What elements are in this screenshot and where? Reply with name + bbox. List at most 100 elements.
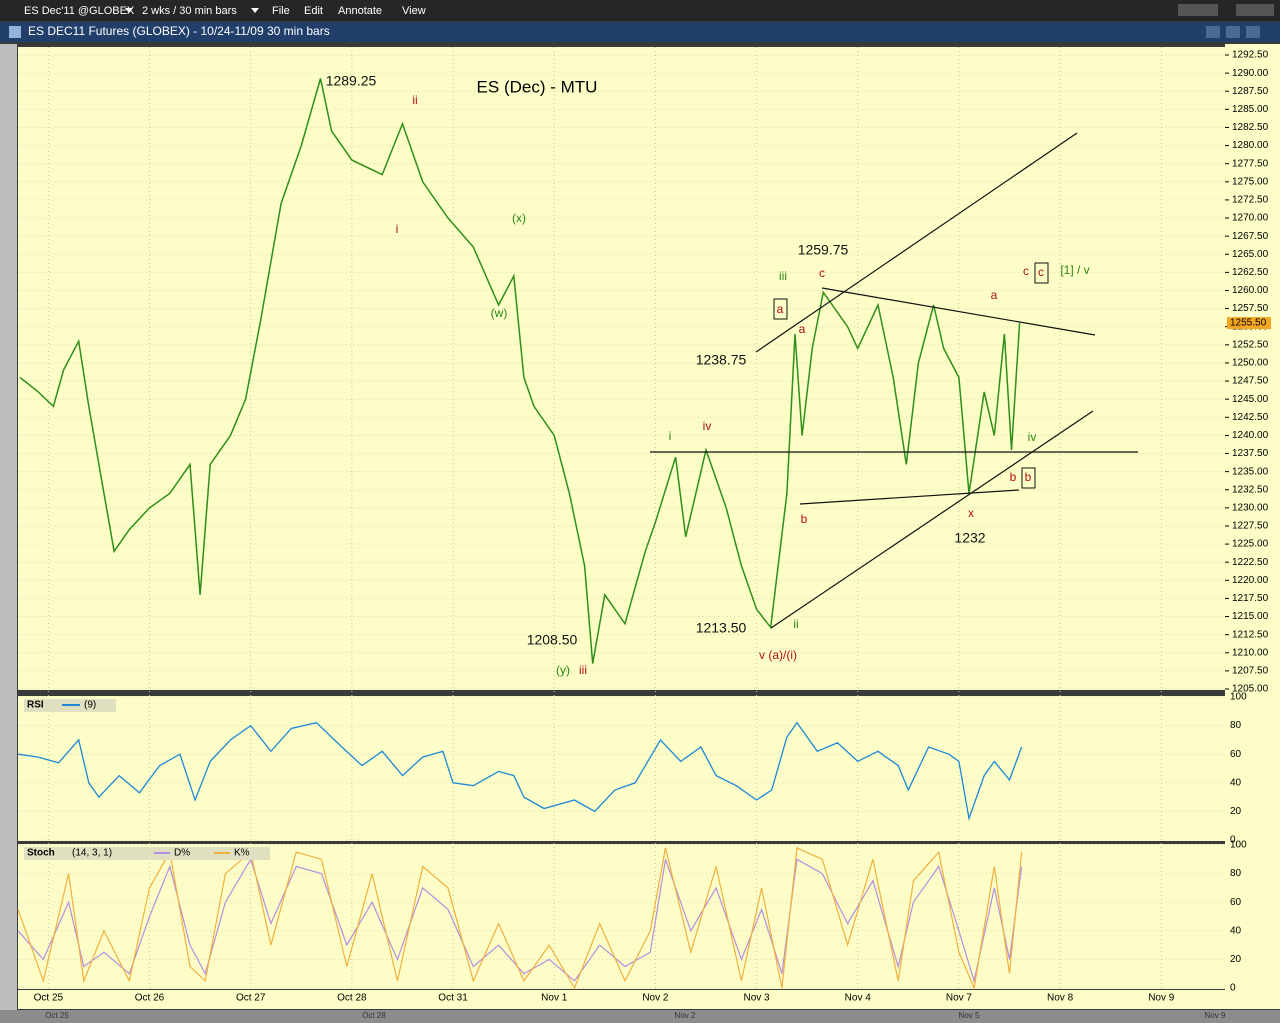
rsi-tick-label: 80 xyxy=(1230,720,1242,731)
left-gutter xyxy=(0,44,17,1010)
x-tick-label: Oct 27 xyxy=(236,993,266,1004)
x-tick-label: Nov 8 xyxy=(1047,993,1074,1004)
rsi-params: (9) xyxy=(84,700,96,711)
stoch-panel xyxy=(18,844,1225,989)
menu-file[interactable]: File xyxy=(272,5,290,17)
stoch-tick-label: 60 xyxy=(1230,897,1242,908)
label-box xyxy=(1021,467,1036,489)
trend-line xyxy=(770,410,1094,629)
y-tick-label: 1232.50 xyxy=(1232,484,1269,495)
dropdown-arrow[interactable] xyxy=(125,8,133,13)
y-tick-label: 1225.00 xyxy=(1232,539,1269,550)
x-tick-label: Nov 3 xyxy=(744,993,771,1004)
wave-label: a xyxy=(799,322,806,336)
maximize-button[interactable] xyxy=(1226,26,1240,38)
y-tick-label: 1267.50 xyxy=(1232,231,1269,242)
scrollbar-label: Nov 2 xyxy=(675,1011,696,1020)
wave-label: 1213.50 xyxy=(696,620,747,636)
minimize-button[interactable] xyxy=(1206,26,1220,38)
rsi-panel xyxy=(18,696,1225,841)
wave-label: [1] / v xyxy=(1060,263,1089,277)
y-tick-label: 1210.00 xyxy=(1232,647,1269,658)
rsi-tick-label: 60 xyxy=(1230,749,1242,760)
menu-view[interactable]: View xyxy=(402,5,426,17)
y-tick-label: 1215.00 xyxy=(1232,611,1269,622)
wave-label: (y) xyxy=(556,663,570,677)
wave-label: 1259.75 xyxy=(798,242,849,258)
close-button[interactable] xyxy=(1246,26,1260,38)
stoch-tick-label: 40 xyxy=(1230,925,1242,936)
y-tick-label: 1285.00 xyxy=(1232,104,1269,115)
label-box xyxy=(773,298,788,320)
last-price-tag xyxy=(1227,317,1271,330)
x-tick-label: Oct 26 xyxy=(135,993,165,1004)
wave-label: (x) xyxy=(512,211,526,225)
wave-label: c xyxy=(1038,265,1044,279)
price-line xyxy=(19,78,1021,664)
scrollbar-label: Oct 25 xyxy=(45,1011,69,1020)
menu-edit[interactable]: Edit xyxy=(304,5,323,17)
x-tick-label: Oct 31 xyxy=(438,993,468,1004)
dropdown-arrow[interactable] xyxy=(251,8,259,13)
wave-label: x xyxy=(968,506,974,520)
x-tick-label: Nov 4 xyxy=(845,993,872,1004)
rsi-tick-label: 20 xyxy=(1230,806,1242,817)
x-tick-label: Oct 28 xyxy=(337,993,367,1004)
price-panel xyxy=(18,47,1225,690)
stoch-tick-label: 20 xyxy=(1230,954,1242,965)
y-tick-label: 1272.50 xyxy=(1232,195,1269,206)
wave-label: (w) xyxy=(491,306,508,320)
x-tick-label: Nov 2 xyxy=(642,993,669,1004)
y-tick-label: 1242.50 xyxy=(1232,412,1269,423)
wave-label: a xyxy=(991,288,998,302)
trend-line xyxy=(755,132,1078,353)
y-tick-label: 1280.00 xyxy=(1232,140,1269,151)
scrollbar-label: Nov 9 xyxy=(1205,1011,1226,1020)
last-price-label: 1255.50 xyxy=(1230,318,1267,329)
y-tick-label: 1250.00 xyxy=(1232,358,1269,369)
chart-title: ES (Dec) - MTU xyxy=(477,77,598,96)
wave-label: ii xyxy=(412,93,417,107)
wave-label: 1232 xyxy=(954,530,985,546)
wave-label: v (a)/(i) xyxy=(759,648,797,662)
toolbar xyxy=(0,0,1280,21)
y-tick-label: 1257.50 xyxy=(1232,303,1269,314)
menu-annotate[interactable]: Annotate xyxy=(338,5,382,17)
d-legend: D% xyxy=(174,848,190,859)
price-axis xyxy=(1225,44,1280,990)
stoch-legend xyxy=(24,847,270,860)
y-tick-label: 1292.50 xyxy=(1232,50,1269,61)
y-tick-label: 1212.50 xyxy=(1232,629,1269,640)
x-tick-label: Nov 7 xyxy=(946,993,973,1004)
y-tick-label: 1277.50 xyxy=(1232,158,1269,169)
wave-label: 1238.75 xyxy=(696,352,747,368)
y-tick-label: 1265.00 xyxy=(1232,249,1269,260)
wave-label: i xyxy=(669,429,672,443)
y-tick-label: 1275.00 xyxy=(1232,176,1269,187)
y-tick-label: 1245.00 xyxy=(1232,394,1269,405)
rsi-tick-label: 0 xyxy=(1230,835,1236,846)
trend-line xyxy=(799,489,1020,505)
scrollbar[interactable] xyxy=(0,1010,1280,1023)
y-tick-label: 1240.00 xyxy=(1232,430,1269,441)
scrollbar-label: Nov 5 xyxy=(959,1011,980,1020)
y-tick-label: 1247.50 xyxy=(1232,376,1269,387)
rsi-label: RSI xyxy=(27,700,44,711)
y-tick-label: 1205.00 xyxy=(1232,684,1269,695)
stoch-label: Stoch xyxy=(27,848,55,859)
y-tick-label: 1270.00 xyxy=(1232,213,1269,224)
title-bar xyxy=(0,22,1280,42)
wave-label: b xyxy=(801,512,808,526)
scrollbar-label: Oct 28 xyxy=(362,1011,386,1020)
window-icon xyxy=(9,26,21,38)
y-tick-label: 1237.50 xyxy=(1232,448,1269,459)
period-select[interactable]: 2 wks / 30 min bars xyxy=(142,5,237,17)
wave-label: iv xyxy=(1028,430,1037,444)
y-tick-label: 1260.00 xyxy=(1232,285,1269,296)
k-legend: K% xyxy=(234,848,250,859)
window-controls[interactable] xyxy=(1236,4,1274,16)
stoch-params: (14, 3, 1) xyxy=(72,848,112,859)
window-controls[interactable] xyxy=(1178,4,1218,16)
symbol-select[interactable]: ES Dec'11 @GLOBEX xyxy=(24,5,135,17)
